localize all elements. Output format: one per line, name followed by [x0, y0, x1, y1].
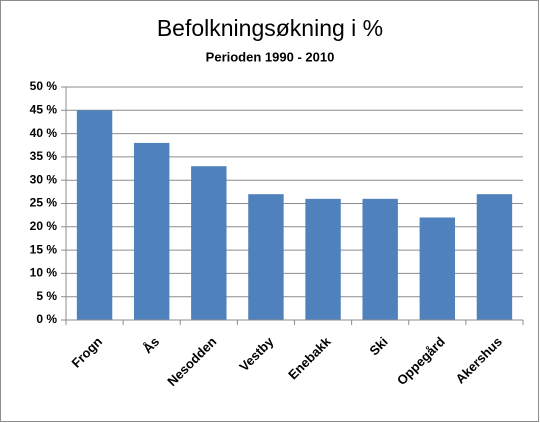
y-tick-label: 5 %	[36, 289, 57, 303]
y-tick-label: 15 %	[30, 242, 58, 256]
y-tick-label: 0 %	[36, 312, 57, 326]
y-tick-label: 45 %	[30, 102, 58, 116]
chart-subtitle: Perioden 1990 - 2010	[206, 49, 335, 64]
bar	[419, 217, 456, 320]
bar	[133, 142, 170, 320]
y-tick-label: 40 %	[30, 126, 58, 140]
bar	[305, 198, 341, 320]
bar	[191, 166, 227, 320]
bar	[76, 110, 113, 320]
bar	[476, 194, 513, 320]
y-tick-label: 10 %	[30, 266, 58, 280]
y-tick-label: 20 %	[30, 219, 58, 233]
y-tick-label: 25 %	[30, 196, 58, 210]
bar	[362, 198, 398, 320]
y-tick-label: 50 %	[30, 79, 58, 93]
chart-title: Befolkningsøkning i %	[157, 15, 383, 41]
y-tick-label: 30 %	[30, 172, 58, 186]
y-tick-label: 35 %	[30, 149, 58, 163]
bar	[248, 194, 284, 320]
